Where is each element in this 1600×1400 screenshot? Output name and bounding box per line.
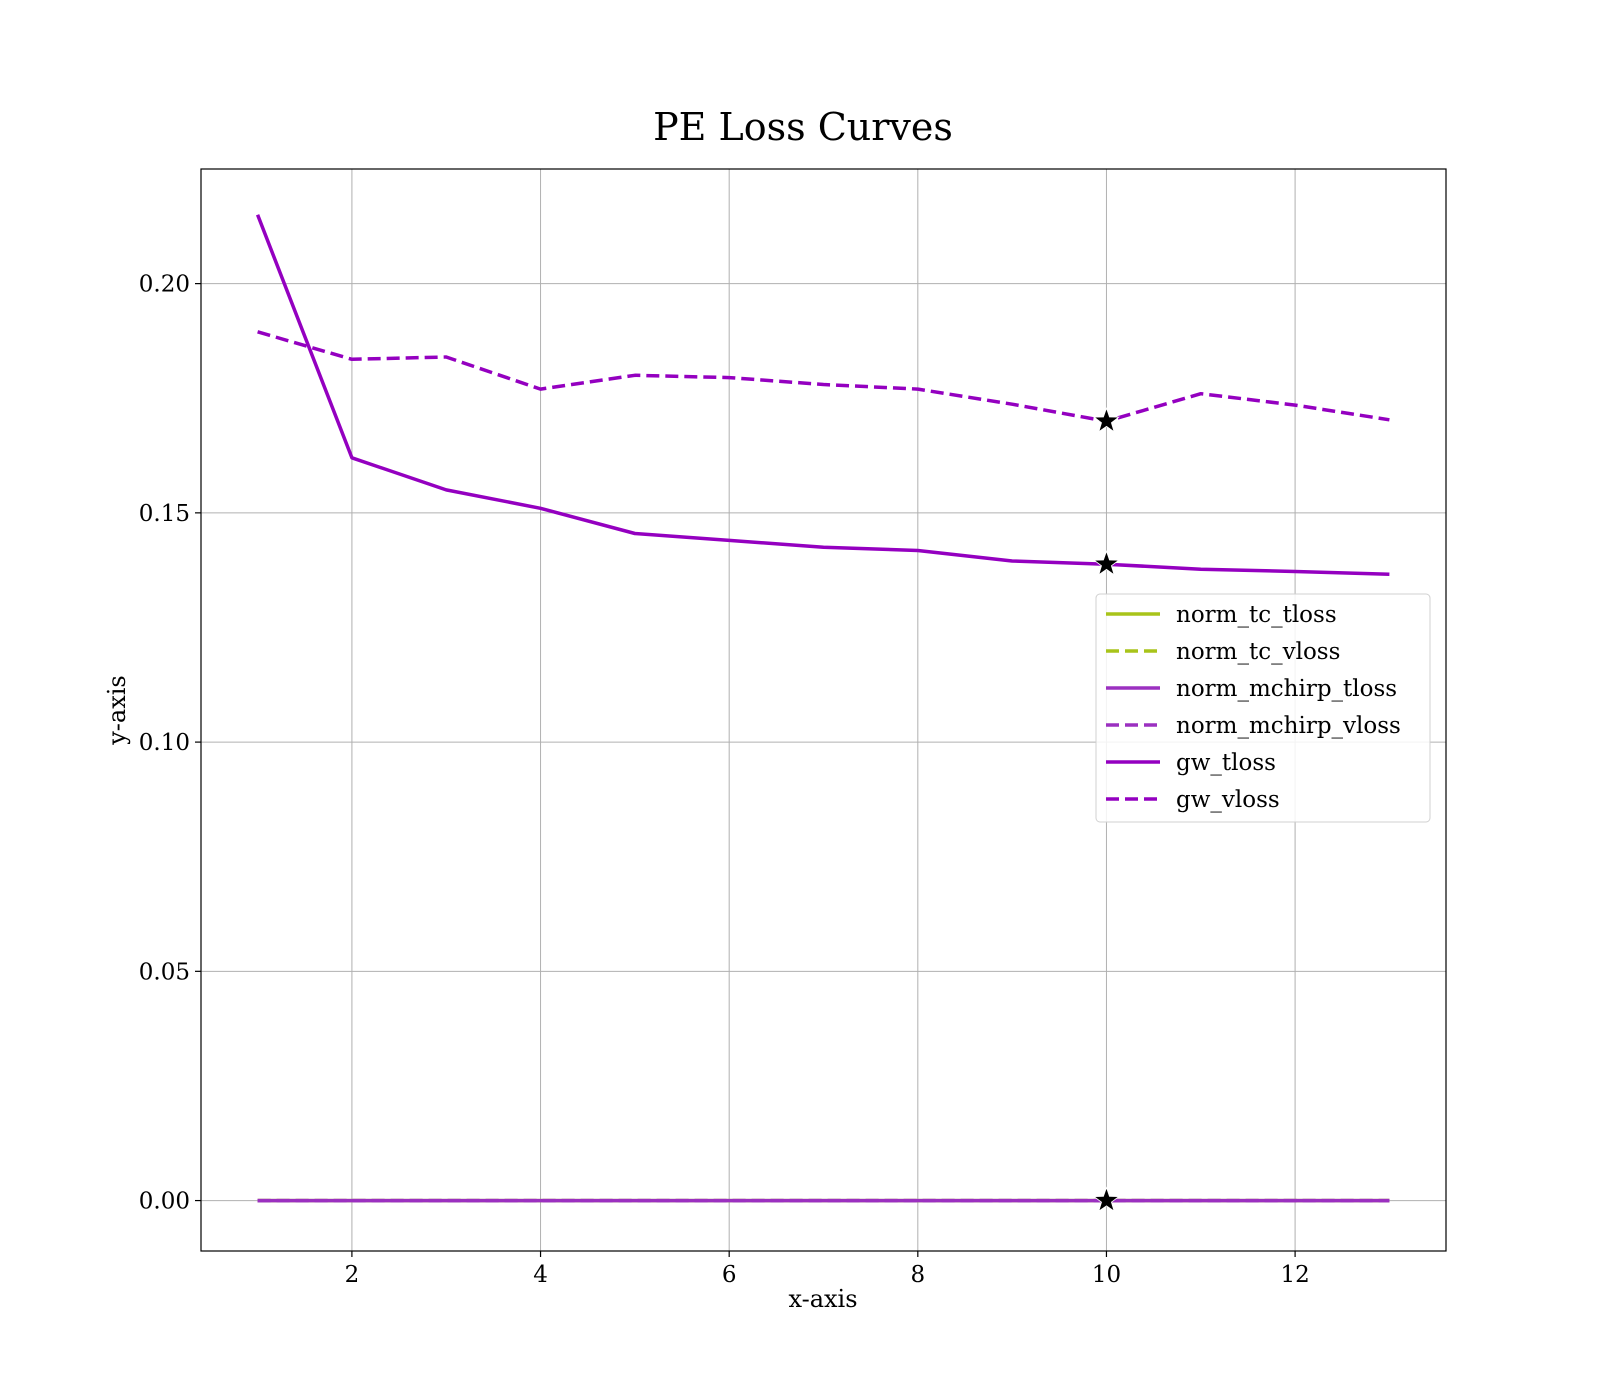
chart-title: PE Loss Curves bbox=[653, 105, 953, 149]
x-tick-label: 12 bbox=[1280, 1262, 1309, 1288]
series-line-gw-tloss bbox=[255, 214, 1390, 577]
y-tick-label: 0.05 bbox=[139, 959, 190, 985]
legend: norm_tc_tloss norm_tc_vloss norm_mchirp_tl… bbox=[1095, 593, 1431, 823]
star-marker bbox=[1092, 549, 1120, 576]
series-layer bbox=[255, 214, 1390, 1203]
x-tick-label: 8 bbox=[910, 1262, 925, 1288]
plot-frame bbox=[200, 168, 1447, 1252]
y-axis-label: y-axis bbox=[103, 675, 131, 746]
y-tick-label: 0.00 bbox=[139, 1189, 190, 1215]
y-tick-label: 0.20 bbox=[139, 272, 190, 298]
series-line-gw-vloss bbox=[257, 330, 1390, 423]
star-marker bbox=[1092, 406, 1120, 433]
y-tick-label: 0.15 bbox=[139, 501, 190, 527]
legend-label: norm_tc_tloss bbox=[1176, 602, 1337, 628]
tick-layer: 2 4 6 8 10 12 0.00 0.05 0.10 0.15 0.20 bbox=[139, 272, 1310, 1288]
y-tick-label: 0.10 bbox=[139, 730, 190, 756]
legend-box bbox=[1095, 593, 1431, 823]
x-tick-label: 6 bbox=[722, 1262, 737, 1288]
star-marker bbox=[1092, 1186, 1120, 1213]
legend-label: norm_mchirp_vloss bbox=[1176, 713, 1401, 739]
x-tick-label: 10 bbox=[1092, 1262, 1121, 1288]
x-tick-label: 4 bbox=[533, 1262, 548, 1288]
legend-label: gw_tloss bbox=[1176, 750, 1276, 776]
marker-layer bbox=[1092, 406, 1120, 1213]
legend-label: norm_mchirp_tloss bbox=[1176, 676, 1397, 702]
x-axis-label: x-axis bbox=[788, 1285, 857, 1313]
legend-label: norm_tc_vloss bbox=[1176, 639, 1340, 665]
legend-label: gw_vloss bbox=[1176, 787, 1280, 813]
x-tick-label: 2 bbox=[345, 1262, 360, 1288]
